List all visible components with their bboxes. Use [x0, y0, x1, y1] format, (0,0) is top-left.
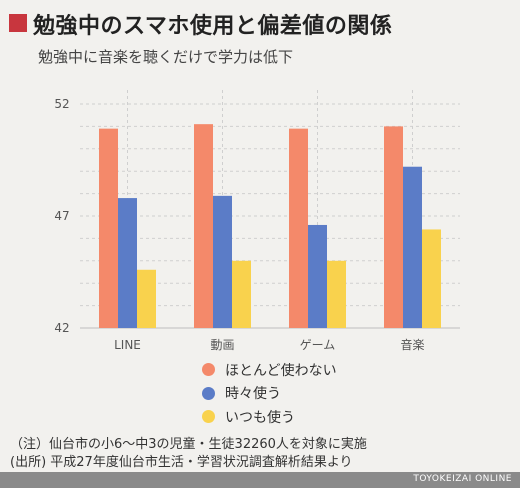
footnote: （注）仙台市の小6～中3の児童・生徒32260人を対象に実施	[10, 437, 367, 452]
legend-swatch	[202, 386, 215, 400]
legend-label: ほとんど使わない	[225, 362, 337, 379]
bar	[137, 269, 156, 328]
bar	[308, 224, 327, 328]
x-tick-label: LINE	[114, 338, 141, 352]
legend-label: 時々使う	[225, 386, 281, 402]
chart-title: 勉強中のスマホ使用と偏差値の関係	[33, 14, 393, 39]
bar	[213, 195, 232, 328]
bar	[118, 198, 137, 328]
legend-item: いつも使う	[202, 405, 337, 428]
chart-subtitle: 勉強中に音楽を聴くだけで学力は低下	[38, 48, 294, 66]
bar	[194, 124, 213, 328]
bar	[289, 128, 308, 328]
bar	[232, 260, 251, 328]
footer-bar: TOYOKEIZAI ONLINE	[0, 472, 520, 488]
title-marker	[9, 14, 27, 32]
bar	[327, 260, 346, 328]
x-tick-label: 音楽	[400, 337, 424, 352]
y-tick-label: 42	[54, 321, 69, 335]
legend-swatch	[202, 410, 215, 423]
x-tick-label: 動画	[210, 338, 234, 352]
legend-swatch	[202, 363, 215, 376]
legend-item: ほとんど使わない	[202, 358, 337, 381]
y-tick-label: 52	[54, 97, 69, 111]
legend: ほとんど使わない 時々使う いつも使う	[202, 358, 337, 429]
bar	[403, 166, 422, 328]
bar-chart: 42 47 52 LINE 動画 ゲーム 音楽	[54, 90, 460, 352]
source-note: (出所) 平成27年度仙台市生活・学習状況調査解析結果より	[10, 455, 353, 470]
brand-label: TOYOKEIZAI ONLINE	[413, 474, 512, 484]
y-tick-label: 47	[54, 209, 69, 223]
legend-label: いつも使う	[225, 409, 295, 426]
bar	[384, 126, 403, 329]
legend-item: 時々使う	[202, 382, 337, 405]
bar	[422, 229, 441, 328]
x-tick-label: ゲーム	[300, 338, 336, 352]
bar	[99, 128, 118, 328]
